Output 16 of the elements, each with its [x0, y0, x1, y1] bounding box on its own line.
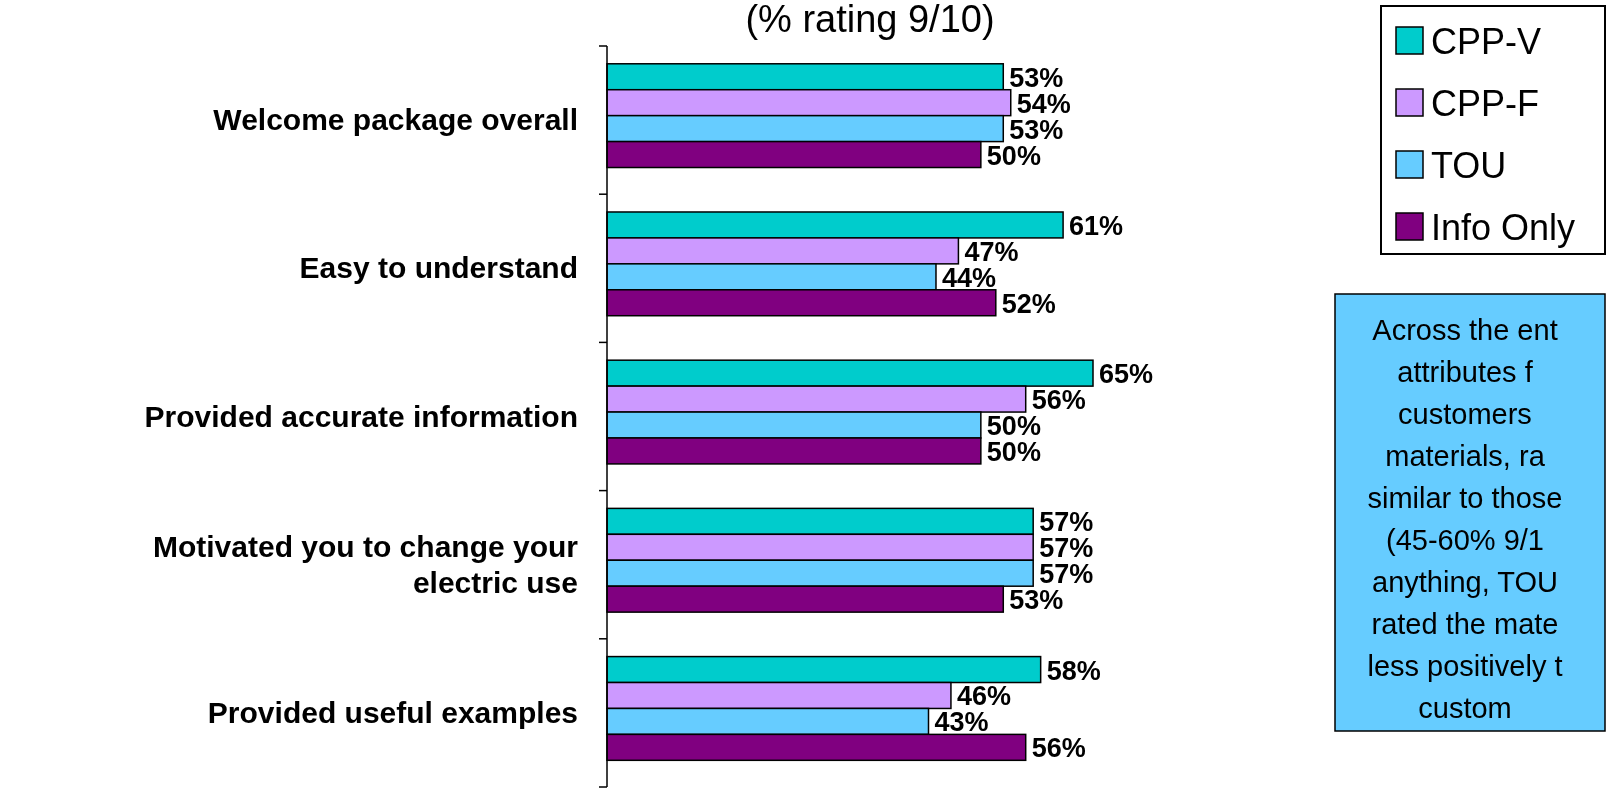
y-tick-label: Motivated you to change your electric use [152, 529, 579, 599]
data-label: 65% [1099, 359, 1154, 390]
data-label: 61% [1069, 210, 1124, 241]
y-tick-label: Provided useful examples [207, 695, 578, 729]
chart-title: (% rating 9/10) [745, 0, 995, 40]
data-label: 56% [1031, 733, 1086, 764]
y-tick-label: Welcome package overall [213, 103, 578, 137]
y-tick-label: Provided accurate information [144, 399, 578, 433]
data-label: 52% [1001, 288, 1056, 319]
data-label: 58% [1046, 655, 1101, 686]
legend-label: CPP-V [1431, 21, 1542, 62]
legend-label: CPP-F [1431, 83, 1539, 124]
y-tick-label: Easy to understand [299, 251, 578, 285]
legend-label: Info Only [1431, 207, 1576, 248]
text: Across the ent attributes f customers materials, ra similar to those (45-60% 9/1 anything, TOU rated the mate less positively t custom [1367, 314, 1563, 724]
legend-label: TOU [1431, 145, 1507, 186]
